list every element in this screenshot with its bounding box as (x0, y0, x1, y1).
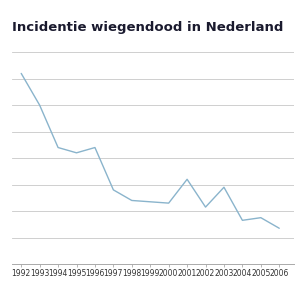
Text: Incidentie wiegendood in Nederland: Incidentie wiegendood in Nederland (12, 21, 284, 34)
